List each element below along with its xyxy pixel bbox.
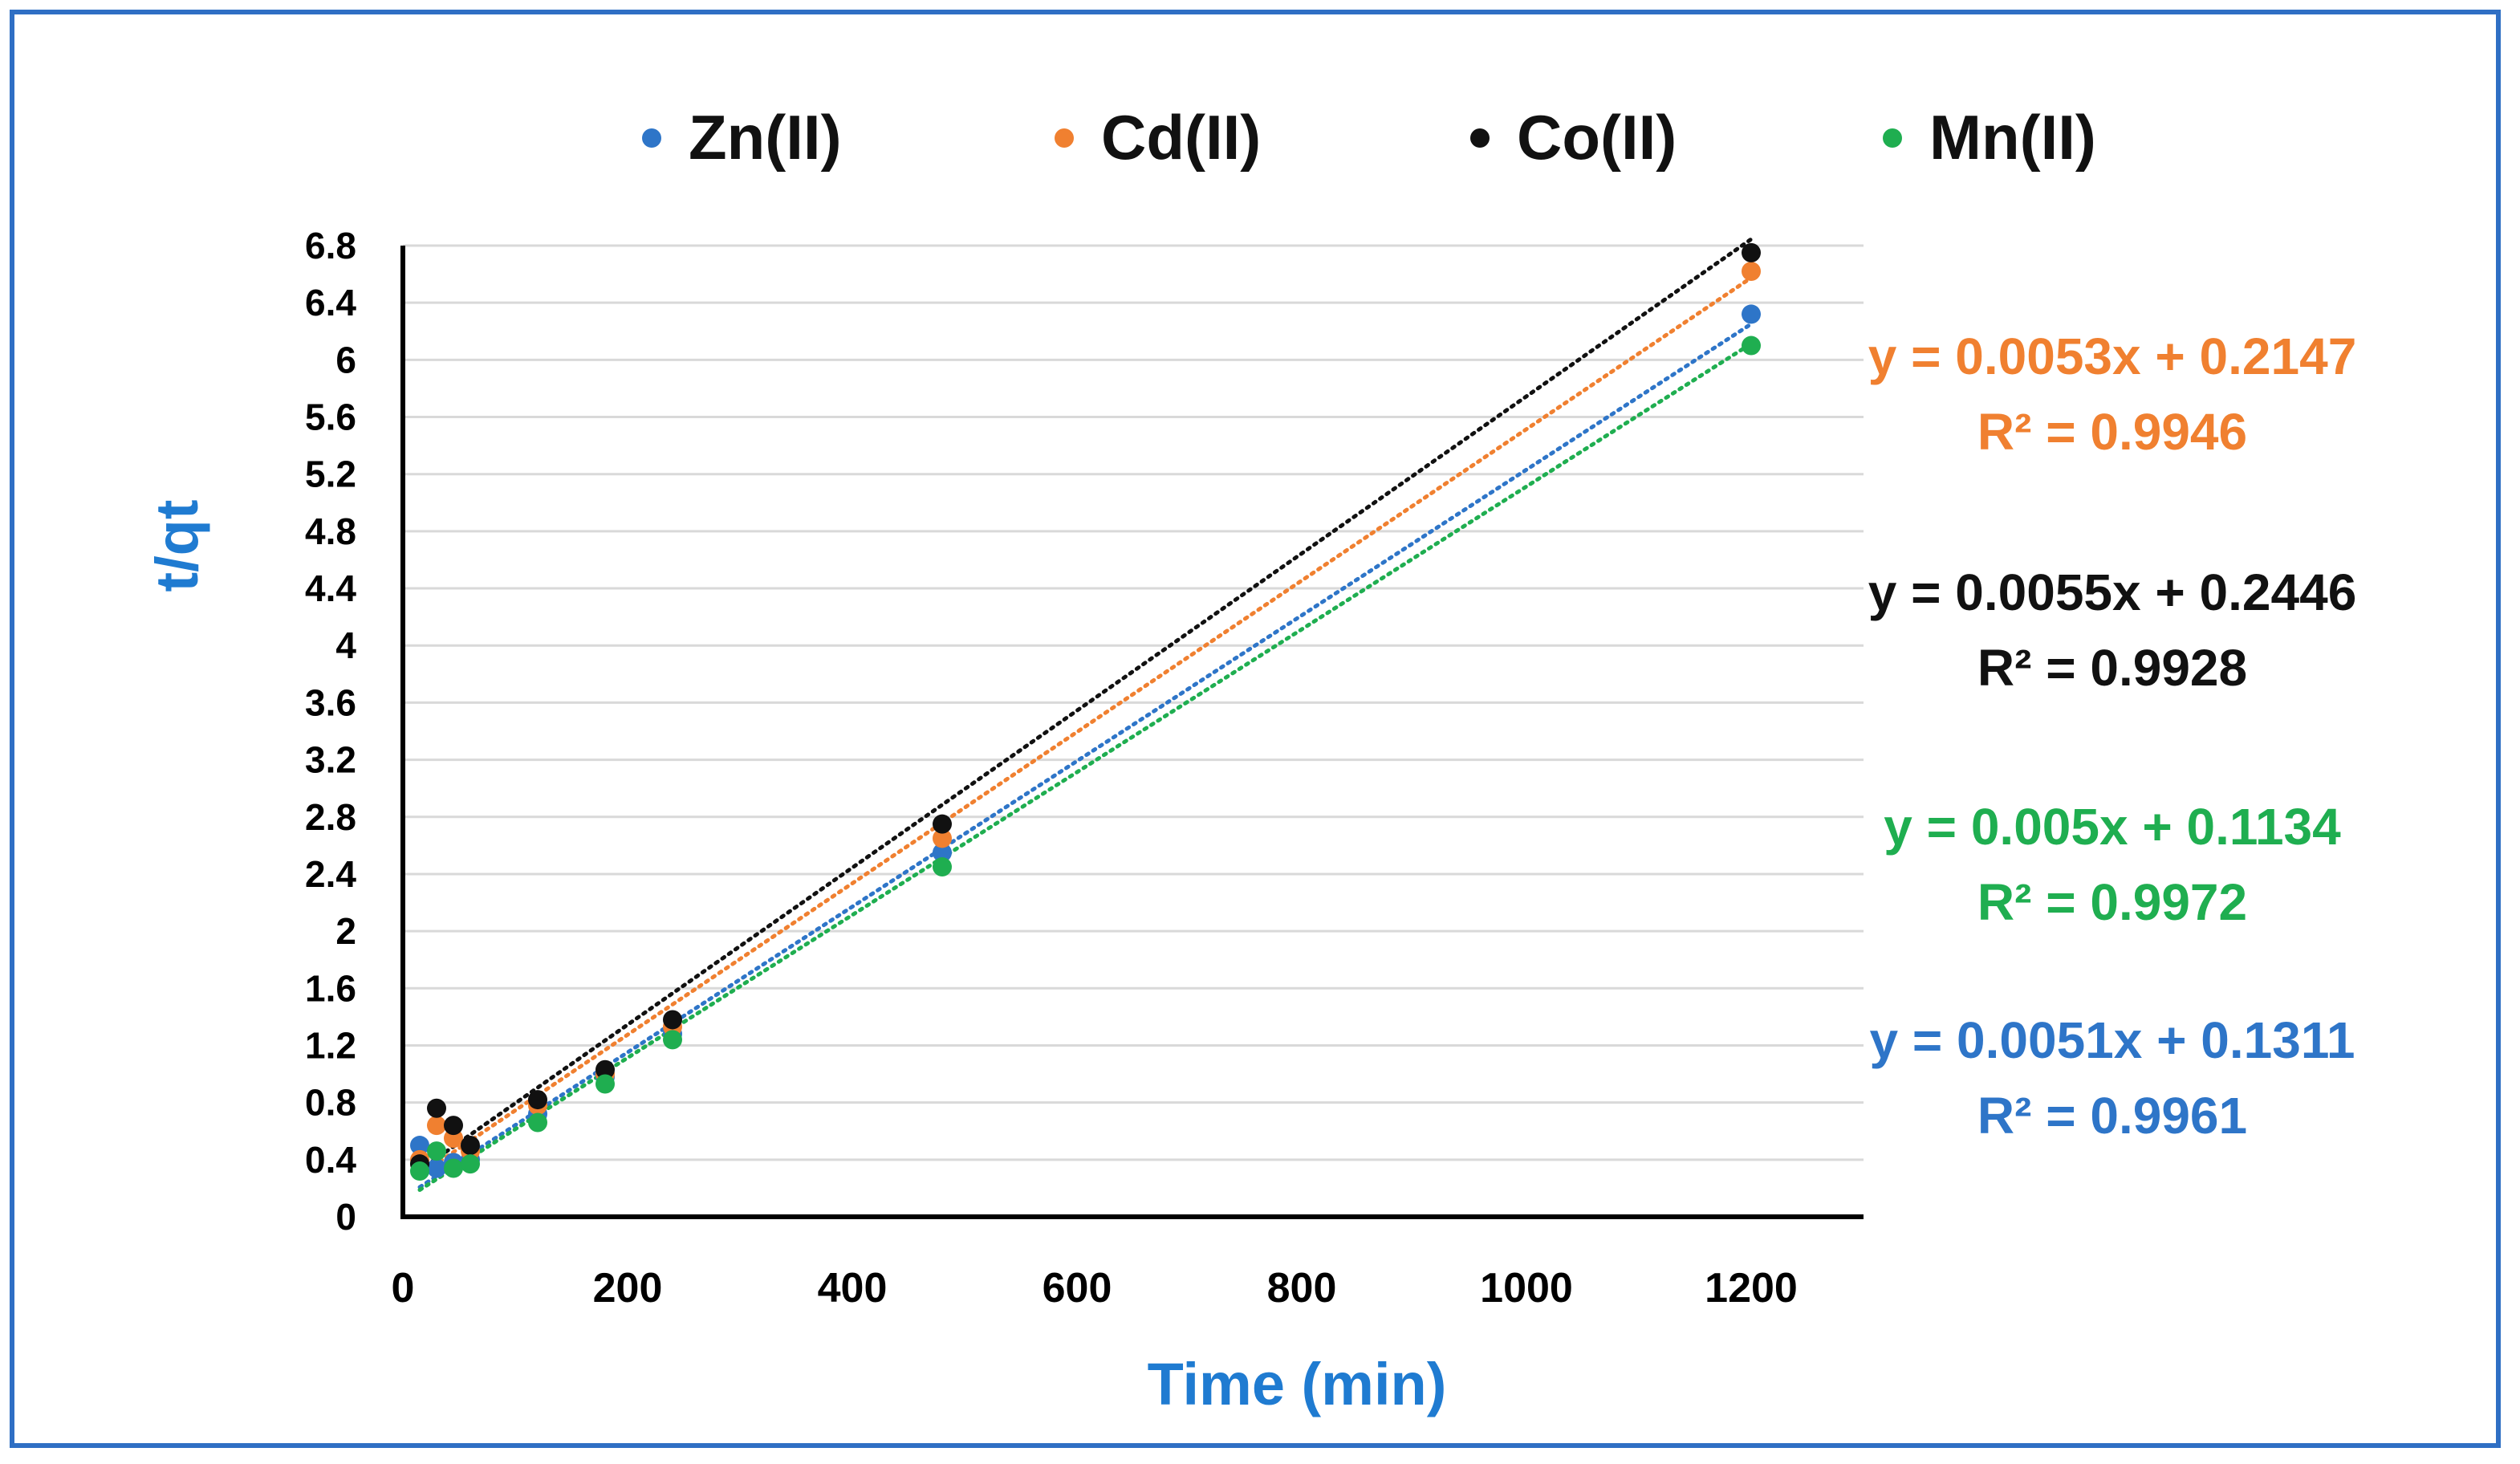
y-tick-label: 2	[335, 910, 356, 952]
trendline-equations: y = 0.0053x + 0.2147 R² = 0.9946 y = 0.005…	[1868, 327, 2357, 1145]
chart-frame	[10, 10, 2501, 1448]
data-point-znii	[427, 1158, 446, 1178]
data-point-coii	[427, 1098, 446, 1118]
data-point-mnii	[427, 1141, 446, 1161]
data-point-mnii	[528, 1112, 547, 1133]
x-tick-label: 200	[593, 1265, 663, 1312]
y-tick-label: 4.8	[305, 510, 356, 552]
legend-marker	[1883, 128, 1902, 148]
data-point-coii	[528, 1090, 547, 1110]
trendline-cdii	[417, 275, 1754, 1177]
trendline-r-squared: R² = 0.9928	[1977, 639, 2247, 697]
axes	[400, 246, 1864, 1219]
y-tick-label: 1.2	[305, 1024, 356, 1066]
legend-marker	[1470, 128, 1490, 148]
data-point-mnii	[595, 1074, 615, 1094]
y-tick-label: 6.4	[305, 282, 356, 323]
data-point-mnii	[461, 1154, 480, 1174]
x-tick-label: 800	[1267, 1265, 1337, 1312]
y-tick-label: 6	[335, 339, 356, 380]
legend-label: Zn(II)	[689, 102, 842, 173]
legend-marker	[1055, 128, 1074, 148]
data-point-coii	[1742, 242, 1761, 262]
data-point-znii	[410, 1136, 429, 1156]
trendline-equation: y = 0.0053x + 0.2147	[1868, 327, 2357, 385]
data-point-cdii	[427, 1116, 446, 1136]
y-tick-labels: 0 0.4 0.8 1.2 1.6 2 2.4 2.8 3.2 3.6 4 4.4 4.8 5.2 5.6 6…	[305, 225, 356, 1238]
trendline-r-squared: R² = 0.9972	[1977, 873, 2247, 931]
data-point-coii	[663, 1010, 682, 1030]
data-point-mnii	[933, 857, 952, 877]
x-tick-label: 400	[818, 1265, 888, 1312]
legend-marker	[642, 128, 661, 148]
trendline-equation: y = 0.0051x + 0.1311	[1869, 1011, 2355, 1069]
data-point-coii	[444, 1116, 463, 1136]
y-tick-label: 6.8	[305, 225, 356, 266]
y-tick-label: 0.8	[305, 1082, 356, 1124]
trendlines	[417, 237, 1754, 1192]
trendline-equation: y = 0.005x + 0.1134	[1884, 798, 2341, 856]
x-tick-label: 0	[392, 1265, 415, 1312]
x-tick-label: 1000	[1480, 1265, 1573, 1312]
y-tick-label: 2.4	[305, 853, 356, 895]
gridlines	[403, 244, 1864, 1161]
data-point-cdii	[933, 828, 952, 848]
data-point-znii	[933, 843, 952, 863]
data-point-mnii	[663, 1030, 682, 1050]
y-tick-label: 0.4	[305, 1139, 356, 1181]
x-tick-labels: 0 200 400 600 800 1000 1200	[392, 1265, 1798, 1312]
trendline-mnii	[417, 341, 1754, 1192]
y-tick-label: 2.8	[305, 796, 356, 838]
data-point-mnii	[444, 1158, 463, 1178]
data-point-coii	[461, 1136, 480, 1156]
y-tick-label: 3.6	[305, 681, 356, 723]
legend-label: Cd(II)	[1101, 102, 1261, 173]
y-tick-label: 3.2	[305, 739, 356, 781]
y-tick-label: 5.2	[305, 453, 356, 495]
x-tick-label: 600	[1043, 1265, 1112, 1312]
y-tick-label: 4.4	[305, 567, 356, 609]
data-point-znii	[1742, 304, 1761, 324]
legend: Zn(II) Cd(II) Co(II) Mn(II)	[642, 102, 2096, 173]
trendline-equation: y = 0.0055x + 0.2446	[1868, 563, 2357, 621]
trendline-znii	[417, 322, 1754, 1190]
legend-label: Mn(II)	[1929, 102, 2096, 173]
data-point-coii	[595, 1059, 615, 1080]
y-tick-label: 4	[335, 624, 356, 666]
y-tick-label: 5.6	[305, 396, 356, 438]
data-point-cdii	[1742, 262, 1761, 282]
x-tick-label: 1200	[1705, 1265, 1798, 1312]
trendline-r-squared: R² = 0.9946	[1977, 403, 2247, 461]
y-axis-title: t/qt	[144, 499, 210, 592]
x-axis-title: Time (min)	[1148, 1351, 1447, 1417]
legend-label: Co(II)	[1517, 102, 1677, 173]
y-tick-label: 1.6	[305, 967, 356, 1009]
trendline-r-squared: R² = 0.9961	[1977, 1087, 2247, 1145]
data-point-mnii	[1742, 336, 1761, 356]
trendline-coii	[417, 237, 1754, 1173]
data-points	[410, 242, 1761, 1181]
y-tick-label: 0	[335, 1196, 356, 1238]
data-point-coii	[933, 814, 952, 834]
data-point-mnii	[410, 1161, 429, 1181]
